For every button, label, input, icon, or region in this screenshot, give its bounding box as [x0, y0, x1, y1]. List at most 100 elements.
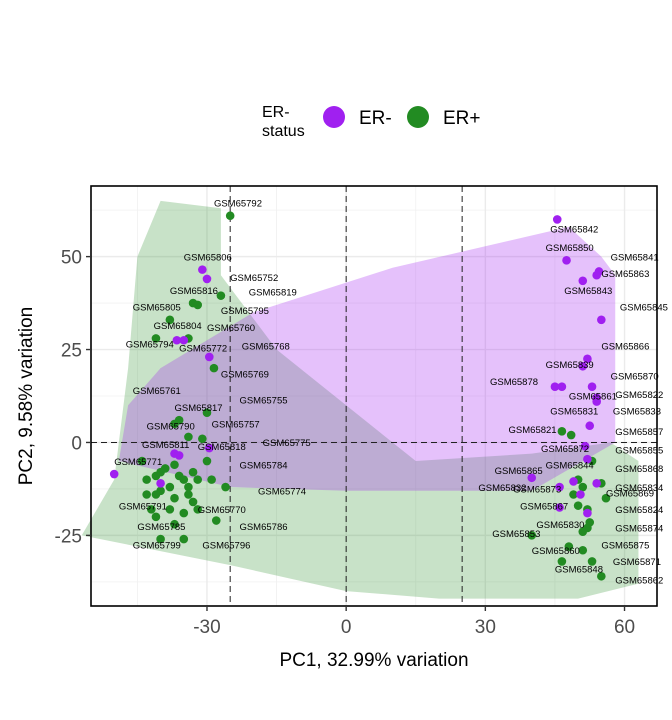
- data-point-er-negative: [578, 361, 588, 371]
- point-label: GSM65850: [546, 243, 594, 254]
- point-label: GSM65774: [258, 486, 306, 497]
- y-tick-label: -25: [55, 526, 82, 547]
- data-point-er-positive: [225, 211, 235, 221]
- data-points: [109, 211, 611, 581]
- data-point-er-positive: [193, 300, 203, 310]
- point-label: GSM65866: [601, 342, 649, 353]
- point-label: GSM65831: [550, 407, 598, 418]
- data-point-er-positive: [184, 490, 193, 499]
- point-label: GSM65806: [184, 252, 232, 263]
- data-point-er-positive: [151, 512, 161, 522]
- data-point-er-positive: [587, 557, 597, 566]
- data-point-er-negative: [576, 490, 585, 499]
- data-point-er-negative: [552, 215, 562, 224]
- point-label: GSM65875: [601, 540, 649, 551]
- reference-lines: [91, 186, 657, 606]
- data-point-er-negative: [555, 503, 564, 512]
- data-point-er-positive: [179, 508, 189, 518]
- data-point-er-negative: [585, 421, 595, 431]
- data-point-er-positive: [601, 493, 611, 503]
- data-point-er-negative: [170, 449, 179, 458]
- data-point-er-positive: [165, 315, 175, 325]
- data-point-er-positive: [202, 456, 212, 466]
- data-point-er-negative: [578, 276, 588, 286]
- point-label: GSM65757: [212, 420, 260, 431]
- point-label: GSM65822: [615, 390, 663, 401]
- data-point-er-negative: [594, 267, 604, 276]
- data-point-er-positive: [142, 490, 151, 499]
- data-point-er-positive: [151, 334, 161, 343]
- data-point-er-positive: [597, 571, 606, 581]
- data-point-er-positive: [170, 493, 179, 503]
- data-point-er-positive: [179, 475, 189, 484]
- data-point-er-positive: [578, 482, 588, 492]
- data-point-er-negative: [597, 315, 606, 325]
- x-tick-label: 60: [614, 617, 635, 638]
- data-point-er-negative: [569, 477, 578, 486]
- data-point-er-negative: [179, 335, 189, 345]
- point-label: GSM65770: [198, 505, 246, 516]
- point-label: GSM65874: [615, 524, 663, 535]
- x-tick-label: -30: [193, 617, 220, 638]
- point-label: GSM65869: [606, 488, 654, 499]
- point-label: GSM65863: [601, 269, 649, 280]
- axis-ticks: -30 0 30 60 -25 0 25 50: [55, 248, 636, 638]
- data-point-er-negative: [205, 352, 214, 362]
- data-point-er-positive: [184, 482, 193, 492]
- point-label: GSM65833: [613, 407, 661, 418]
- data-point-er-negative: [580, 441, 590, 451]
- y-tick-label: 25: [61, 341, 82, 362]
- data-point-er-positive: [193, 475, 203, 484]
- data-point-er-negative: [202, 274, 212, 284]
- data-point-er-negative: [527, 473, 537, 483]
- point-label: GSM65834: [615, 483, 663, 494]
- y-tick-label: 50: [61, 248, 82, 269]
- point-label: GSM65817: [175, 403, 223, 414]
- point-label: GSM65799: [133, 540, 181, 551]
- data-point-er-negative: [205, 443, 214, 453]
- point-label: GSM65769: [221, 369, 269, 380]
- point-label: GSM65772: [179, 343, 227, 354]
- data-point-er-negative: [198, 265, 207, 274]
- point-label: GSM65818: [198, 442, 246, 453]
- data-point-er-positive: [170, 519, 179, 529]
- point-label: GSM65760: [207, 323, 255, 334]
- point-label: GSM65867: [520, 501, 568, 512]
- data-point-er-positive: [198, 434, 207, 444]
- point-label: GSM65816: [170, 286, 218, 297]
- data-point-er-positive: [174, 415, 184, 425]
- data-point-er-positive: [202, 408, 212, 418]
- data-point-er-negative: [172, 335, 182, 345]
- data-point-er-negative: [550, 382, 560, 392]
- point-label: GSM65790: [147, 421, 195, 432]
- data-point-er-positive: [170, 460, 179, 470]
- data-point-er-positive: [137, 456, 147, 466]
- legend-title-line-1: ER-: [262, 104, 290, 121]
- point-label: GSM65821: [509, 425, 557, 436]
- point-label: GSM65871: [613, 557, 661, 568]
- hull-er-negative: [118, 226, 616, 491]
- point-label: GSM65784: [239, 460, 287, 471]
- legend-title-line-2: status: [262, 123, 305, 140]
- legend-label-er-negative: ER-: [359, 108, 392, 129]
- data-point-er-negative: [557, 382, 567, 392]
- y-tick-label: 0: [71, 433, 82, 454]
- legend-key-er-positive: [407, 106, 429, 128]
- data-point-er-negative: [583, 454, 592, 464]
- data-point-er-positive: [151, 490, 161, 499]
- legend: ER- status ER- ER+: [262, 104, 481, 140]
- data-point-er-negative: [587, 382, 597, 392]
- legend-key-er-negative: [323, 106, 345, 128]
- point-label: GSM65839: [546, 360, 594, 371]
- data-point-er-positive: [564, 542, 574, 551]
- point-label: GSM65811: [142, 440, 189, 451]
- x-axis-label: PC1, 32.99% variation: [279, 650, 468, 671]
- data-point-er-negative: [562, 256, 571, 265]
- point-label: GSM65855: [615, 446, 663, 457]
- data-point-er-positive: [211, 516, 221, 525]
- data-point-er-positive: [209, 363, 219, 373]
- data-point-er-negative: [592, 479, 601, 488]
- point-label: GSM65805: [133, 303, 181, 314]
- point-label: GSM65844: [546, 460, 594, 471]
- data-point-er-negative: [592, 397, 601, 406]
